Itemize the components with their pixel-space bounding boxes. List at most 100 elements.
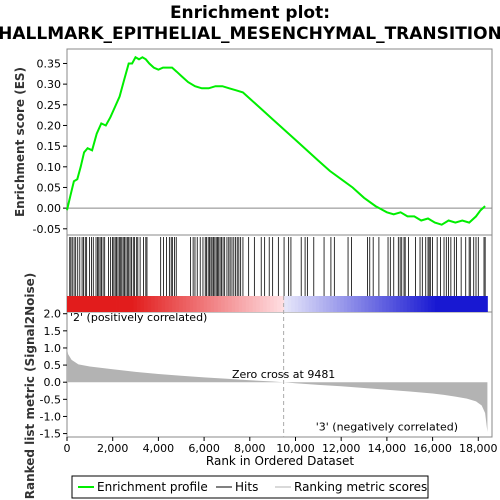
es-tick-label: 0.35 — [37, 57, 62, 70]
colorbar-segment — [403, 296, 408, 312]
colorbar-segment — [81, 296, 85, 312]
colorbar-segment — [287, 296, 292, 312]
colorbar-segment — [378, 296, 383, 312]
metric-axis-label: Ranked list metric (Signal2Noise) — [23, 273, 37, 500]
colorbar-segment — [417, 296, 422, 312]
ranking-metric-area — [67, 348, 488, 432]
colorbar-segment — [95, 296, 99, 312]
colorbar-segment — [140, 296, 145, 312]
colorbar-segment — [406, 296, 411, 312]
metric-tick-label: -1.5 — [40, 428, 61, 441]
x-tick-label: 0 — [64, 442, 71, 455]
colorbar-segment — [445, 296, 450, 312]
colorbar-segment — [410, 296, 415, 312]
colorbar-segment — [291, 296, 296, 312]
colorbar-segment — [238, 296, 243, 312]
colorbar-segment — [389, 296, 394, 312]
colorbar-segment — [228, 296, 233, 312]
colorbar-segment — [151, 296, 155, 312]
colorbar-segment — [319, 296, 324, 312]
colorbar-segment — [109, 296, 113, 312]
es-tick-label: 0.30 — [37, 78, 62, 91]
es-tick-label: 0.15 — [37, 140, 62, 153]
x-tick-label: 10,000 — [276, 442, 315, 455]
colorbar-segment — [375, 296, 380, 312]
colorbar-segment — [305, 296, 310, 312]
colorbar-segment — [249, 296, 254, 312]
colorbar-segment — [343, 296, 348, 312]
colorbar-segment — [364, 296, 369, 312]
x-tick-label: 6,000 — [188, 442, 220, 455]
colorbar-segment — [186, 296, 191, 312]
colorbar-segment — [441, 296, 446, 312]
chart-title-line2: HALLMARK_EPITHELIAL_MESENCHYMAL_TRANSITI… — [0, 24, 500, 44]
colorbar-segment — [123, 296, 127, 312]
colorbar-segment — [329, 296, 334, 312]
colorbar-segment — [126, 296, 131, 312]
colorbar-segment — [277, 296, 282, 312]
colorbar-segment — [77, 296, 82, 312]
x-tick-label: 14,000 — [368, 442, 407, 455]
es-tick-label: 0.00 — [37, 202, 62, 215]
colorbar-segment — [214, 296, 219, 312]
x-axis: 0 2,000 4,000 6,000 8,000 10,000 12,000 14,000 1… — [64, 437, 498, 455]
colorbar-segment — [473, 296, 478, 312]
colorbar-segment — [431, 296, 436, 312]
colorbar-segment — [399, 296, 404, 312]
colorbar-segment — [438, 296, 443, 312]
colorbar-segment — [91, 296, 96, 312]
colorbar-segment — [256, 296, 261, 312]
colorbar-segment — [224, 296, 229, 312]
colorbar-segment — [424, 296, 429, 312]
colorbar-segment — [420, 296, 425, 312]
colorbar-segment — [196, 296, 201, 312]
es-tick-label: 0.25 — [37, 99, 62, 112]
colorbar-segment — [102, 296, 106, 312]
colorbar-segment — [459, 296, 464, 312]
colorbar-segment — [158, 296, 162, 312]
legend-box — [71, 475, 429, 499]
colorbar-segment — [67, 296, 71, 312]
colorbar-segment — [462, 296, 467, 312]
rank-colorbar — [67, 296, 488, 312]
colorbar-segment — [133, 296, 138, 312]
metric-axis: -1.5 -1.0 -0.5 0.0 0.5 1.0 1.5 2.0 — [40, 308, 67, 441]
colorbar-segment — [130, 296, 134, 312]
colorbar-segment — [336, 296, 341, 312]
es-tick-label: 0.20 — [37, 119, 62, 132]
colorbar-segment — [270, 296, 275, 312]
legend-enrichment-label: Enrichment profile — [97, 480, 208, 494]
zero-cross-label: Zero cross at 9481 — [232, 368, 335, 381]
colorbar-segment — [284, 296, 289, 312]
colorbar-segment — [217, 296, 222, 312]
colorbar-segment — [466, 296, 471, 312]
x-tick-label: 8,000 — [234, 442, 266, 455]
colorbar-segment — [322, 296, 327, 312]
es-panel — [66, 48, 493, 236]
colorbar-segment — [172, 296, 177, 312]
es-tick-label: 0.05 — [37, 181, 62, 194]
colorbar-segment — [413, 296, 418, 312]
metric-tick-label: 0.5 — [44, 359, 62, 372]
colorbar-segment — [312, 296, 317, 312]
colorbar-segment — [333, 296, 338, 312]
metric-tick-label: 1.5 — [44, 325, 62, 338]
colorbar-segment — [280, 296, 285, 312]
x-tick-label: 16,000 — [413, 442, 452, 455]
colorbar-segment — [144, 296, 148, 312]
colorbar-segment — [245, 296, 250, 312]
colorbar-segment — [252, 296, 257, 312]
colorbar-segment — [137, 296, 141, 312]
enrichment-profile-line — [66, 55, 486, 226]
colorbar-segment — [119, 296, 124, 312]
colorbar-segment — [448, 296, 453, 312]
x-tick-label: 18,000 — [459, 442, 498, 455]
es-tick-label: -0.05 — [33, 223, 61, 236]
colorbar-segment — [161, 296, 166, 312]
colorbar-segment — [354, 296, 359, 312]
colorbar-segment — [452, 296, 457, 312]
colorbar-segment — [175, 296, 180, 312]
colorbar-segment — [340, 296, 345, 312]
colorbar-segment — [168, 296, 173, 312]
